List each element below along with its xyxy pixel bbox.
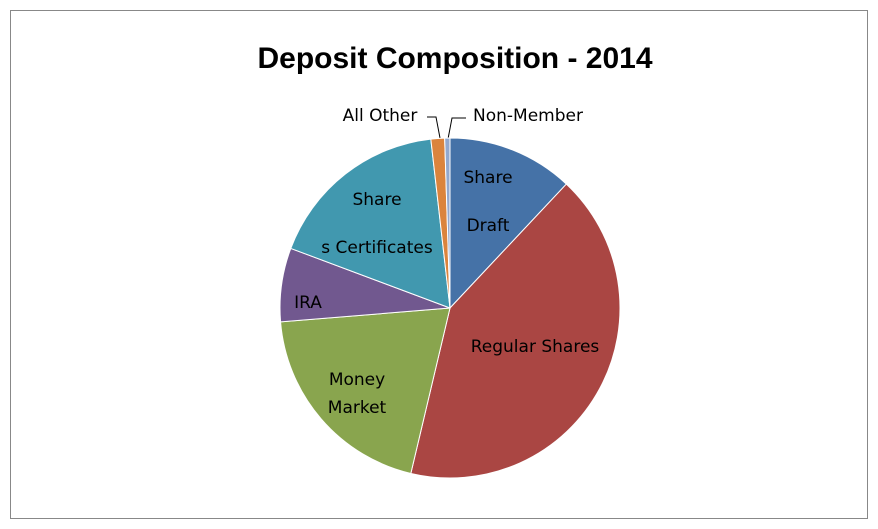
pie-slice bbox=[280, 307, 451, 475]
pie bbox=[279, 137, 621, 479]
chart-title: Deposit Composition - 2014 bbox=[257, 42, 652, 75]
slice-label-line: Share bbox=[463, 168, 512, 188]
slice-label-line: Money bbox=[329, 370, 385, 390]
pie-slice bbox=[444, 137, 451, 309]
slice-label: Money Market bbox=[328, 370, 387, 418]
slice-label: IRA bbox=[294, 293, 322, 313]
slice-label-line: All Other bbox=[343, 106, 418, 126]
pie-slice bbox=[410, 183, 621, 479]
leader-line bbox=[447, 117, 466, 140]
slice-label-line: IRA bbox=[294, 293, 322, 313]
slice-label-line: Non-Member bbox=[473, 106, 583, 126]
slice-label: Share s Certificates bbox=[321, 190, 433, 258]
leader-line bbox=[427, 116, 441, 139]
slice-label-line: Regular Shares bbox=[471, 337, 600, 357]
slice-label: Non-Member bbox=[473, 106, 583, 126]
slice-label-line: s Certificates bbox=[321, 238, 433, 258]
slice-label-line: Share bbox=[352, 190, 401, 210]
slice-label: Share Draft bbox=[463, 168, 512, 236]
slice-label: All Other bbox=[343, 106, 418, 126]
slice-label-line: Market bbox=[328, 398, 387, 418]
slice-label: Regular Shares bbox=[471, 337, 600, 357]
slice-label-line: Draft bbox=[467, 216, 510, 236]
pie-slice bbox=[290, 138, 451, 309]
pie-slice bbox=[449, 137, 568, 310]
